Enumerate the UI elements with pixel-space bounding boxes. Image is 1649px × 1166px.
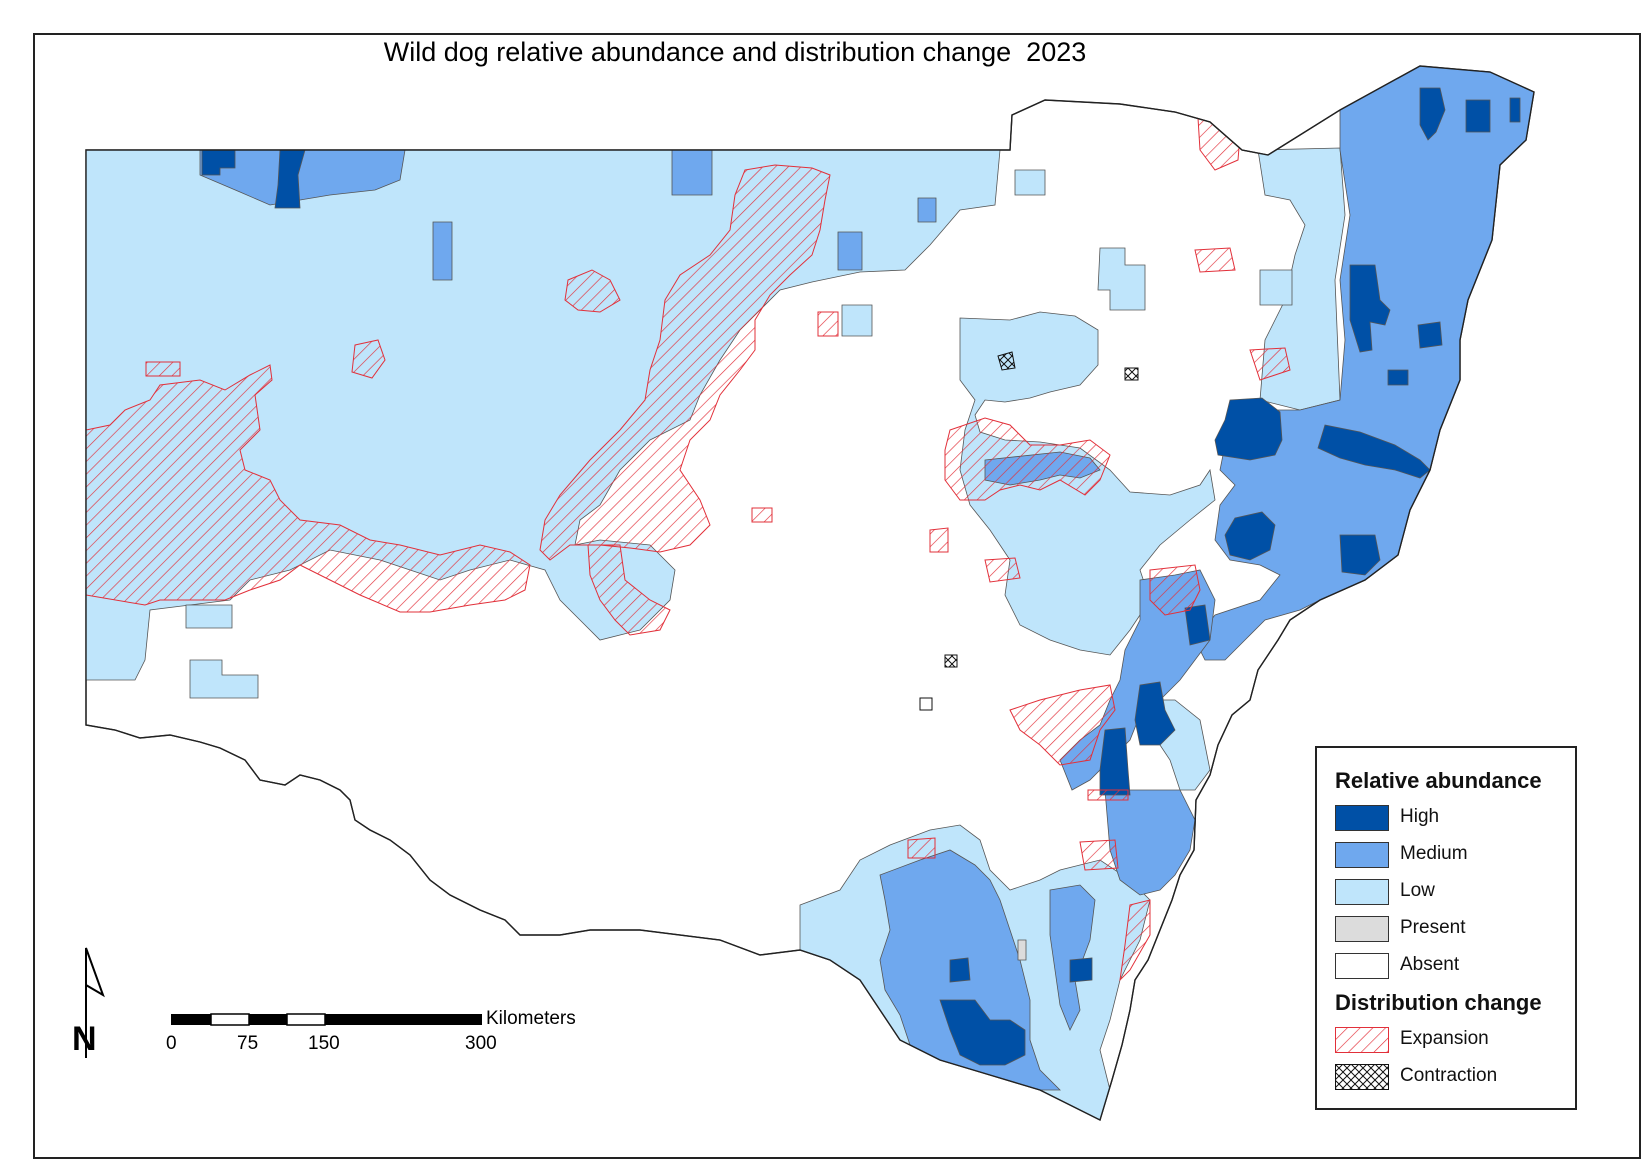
expansion-region-coast [1119,899,1151,982]
legend-label-medium: Medium [1400,843,1468,864]
expansion-region-mid-1 [1149,564,1201,616]
low-region-spot-2 [185,604,233,629]
swatch-medium [1335,842,1389,868]
swatch-high [1335,805,1389,831]
high-region-ne-6 [1387,369,1409,386]
high-region-mid-1 [1184,604,1211,646]
legend-abundance-heading: Relative abundance [1335,768,1542,793]
expansion-region-w-small-4 [587,544,671,636]
medium-region-south-2 [1049,884,1096,1031]
low-region-north-1 [1097,247,1146,311]
legend: Relative abundance High Medium Low Prese… [1315,746,1577,1110]
scale-unit-label: Kilometers [486,1008,576,1029]
legend-label-high: High [1400,806,1440,827]
expansion-region-central [944,417,1111,501]
high-region-east-3 [1224,511,1276,561]
high-region-ne-5 [1417,321,1443,349]
legend-label-contraction: Contraction [1400,1065,1498,1086]
contraction-region-1 [1124,367,1139,381]
expansion-region-south-1 [907,837,936,859]
swatch-expansion [1335,1027,1389,1053]
swatch-low [1335,879,1389,905]
high-region-south-3 [1069,957,1093,983]
present-region [1017,939,1027,961]
expansion-region-mid-3 [1087,789,1129,801]
swatch-contraction [1335,1064,1389,1090]
map-frame [33,33,1641,1159]
scale-tick-75: 75 [237,1033,259,1054]
expansion-region-w-small-5 [817,311,839,337]
medium-region-nw-spot-4 [917,197,937,223]
low-region-spot-3 [841,304,873,337]
scale-tick-0: 0 [166,1033,177,1054]
expansion-region-ne-2 [1194,247,1236,273]
legend-label-low: Low [1400,880,1435,901]
high-region-ne-3 [1509,97,1521,123]
high-region-east-2 [1317,424,1431,479]
expansion-region-central-2 [984,557,1021,583]
expansion-region-central-3 [929,527,949,553]
medium-region-northwest [199,149,406,206]
low-region-spot-1 [189,659,259,699]
absent-region-spot [919,697,933,711]
medium-region-nw-spot-3 [837,231,863,271]
medium-region-nw-spot-2 [432,221,453,281]
high-region-ne-1 [1419,87,1446,141]
high-region-mid-3 [1099,727,1131,796]
legend-change-heading: Distribution change [1335,990,1542,1015]
contraction-region-2 [944,654,958,668]
expansion-region-w-small-6 [751,507,773,523]
high-region-south-1 [949,957,971,983]
north-label: N [72,1020,97,1058]
legend-label-absent: Absent [1400,954,1460,975]
north-arrow-icon [85,947,105,1058]
swatch-absent [1335,953,1389,979]
scale-bar [171,1013,482,1026]
high-region-east-4 [1339,534,1381,576]
expansion-region-south-2 [1079,839,1119,871]
medium-region-nw-spot [671,149,713,196]
low-region-ne-2 [1259,269,1293,306]
scale-tick-150: 150 [308,1033,340,1054]
swatch-present [1335,916,1389,942]
legend-label-present: Present [1400,917,1466,938]
high-region-east-1 [1214,397,1283,461]
expansion-region-mid-2 [1009,684,1116,766]
high-region-ne-2 [1465,99,1491,133]
expansion-region-northwest [539,164,831,561]
state-boundary [85,65,1535,1121]
contraction-region-3 [997,351,1016,371]
expansion-region-w-small-3 [351,339,386,379]
low-region-north-2 [1014,169,1046,196]
high-region-mid-2 [1134,681,1176,746]
high-region-ne-4 [1349,264,1391,353]
expansion-region-w-small-2 [564,269,621,313]
legend-label-expansion: Expansion [1400,1028,1489,1049]
expansion-region-ne-3 [1249,347,1291,381]
expansion-region-west [86,364,531,613]
scale-tick-300: 300 [465,1033,497,1054]
map-title: Wild dog relative abundance and distribu… [383,37,1087,67]
high-region-south-2 [939,999,1026,1066]
expansion-region-w-small-1 [145,361,181,377]
